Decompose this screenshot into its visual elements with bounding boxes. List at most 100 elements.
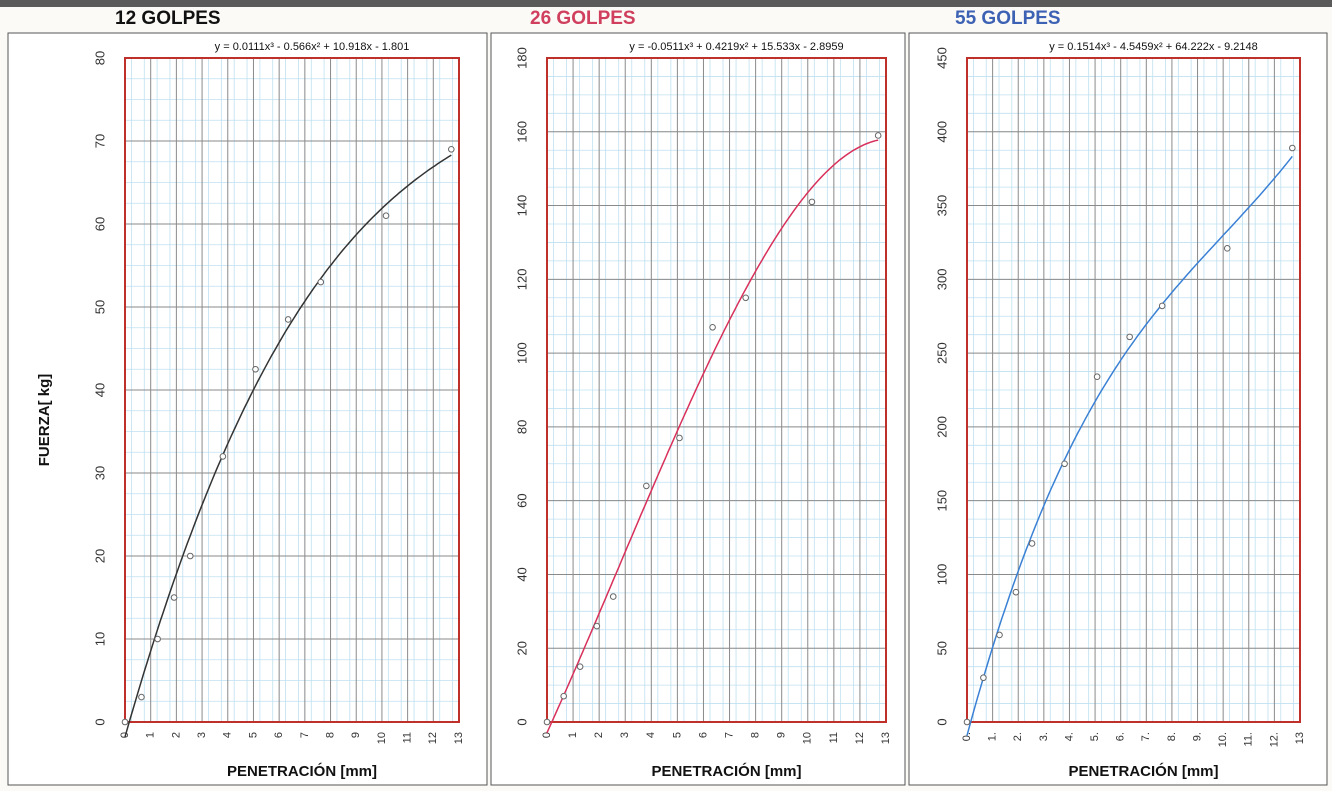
- panel: [909, 33, 1327, 785]
- data-point: [677, 435, 683, 441]
- page: 12 GOLPES0123456789101112130102030405060…: [0, 0, 1332, 791]
- y-tick-label: 40: [92, 383, 107, 397]
- x-tick-label: 11: [402, 732, 414, 743]
- data-point: [981, 675, 987, 681]
- data-point: [1094, 374, 1100, 380]
- y-axis-label: FUERZA[ kg]: [36, 374, 53, 467]
- x-tick-label: 8: [324, 732, 336, 738]
- x-tick-label: 12.: [1268, 732, 1280, 747]
- data-point: [997, 632, 1003, 638]
- data-point: [155, 636, 161, 642]
- data-point: [1062, 461, 1068, 467]
- data-point: [561, 693, 567, 699]
- x-tick-label: 13: [1294, 732, 1306, 744]
- trend-equation: y = 0.1514x³ - 4.5459x² + 64.222x - 9.21…: [1049, 41, 1258, 53]
- y-tick-label: 10: [92, 632, 107, 646]
- x-tick-label: 2: [170, 732, 182, 738]
- x-tick-label: 1: [567, 732, 579, 738]
- panel: [8, 33, 487, 785]
- x-tick-label: 9: [776, 732, 788, 738]
- data-point: [187, 553, 193, 559]
- y-tick-label: 20: [514, 641, 529, 655]
- y-tick-label: 40: [514, 567, 529, 581]
- y-tick-label: 0: [514, 718, 529, 725]
- y-tick-label: 30: [92, 466, 107, 480]
- x-tick-label: 6: [697, 732, 709, 738]
- x-tick-label: 9: [350, 732, 362, 738]
- y-tick-label: 200: [934, 416, 949, 438]
- data-point: [610, 594, 616, 600]
- y-tick-label: 50: [92, 300, 107, 314]
- data-point: [1127, 334, 1133, 340]
- x-tick-label: 7: [299, 732, 311, 738]
- y-tick-label: 160: [514, 121, 529, 143]
- x-tick-label: 7.: [1140, 732, 1152, 741]
- x-tick-label: 6.: [1115, 732, 1127, 741]
- data-point: [448, 147, 454, 153]
- x-tick-label: 2.: [1012, 732, 1024, 741]
- data-point: [577, 664, 583, 670]
- trend-equation: y = 0.0111x³ - 0.566x² + 10.918x - 1.801: [215, 41, 410, 53]
- x-tick-label: 8.: [1166, 732, 1178, 741]
- data-point: [1224, 246, 1230, 252]
- y-tick-label: 140: [514, 195, 529, 217]
- y-tick-label: 400: [934, 121, 949, 143]
- data-point: [710, 324, 716, 330]
- x-tick-label: 12: [854, 732, 866, 744]
- data-point: [285, 317, 291, 323]
- data-point: [171, 595, 177, 601]
- data-point: [122, 719, 128, 725]
- x-tick-label: 13: [880, 732, 892, 744]
- data-point: [644, 483, 650, 489]
- x-tick-label: 10.: [1217, 732, 1229, 747]
- x-tick-label: 4: [645, 732, 657, 738]
- data-point: [139, 694, 145, 700]
- data-point: [1159, 303, 1165, 309]
- x-tick-label: 0: [541, 732, 553, 738]
- data-point: [594, 623, 600, 629]
- y-tick-label: 60: [92, 217, 107, 231]
- x-axis-label: PENETRACIÓN [mm]: [227, 762, 377, 780]
- x-tick-label: 5.: [1089, 732, 1101, 741]
- chart-title: 12 GOLPES: [115, 8, 221, 29]
- x-tick-label: 8: [750, 732, 762, 738]
- x-tick-label: 3: [196, 732, 208, 738]
- data-point: [743, 295, 749, 301]
- x-tick-label: 11.: [1243, 732, 1255, 746]
- data-point: [964, 719, 970, 725]
- x-tick-label: 1.: [987, 732, 999, 741]
- y-tick-label: 0: [934, 718, 949, 725]
- x-tick-label: 12: [427, 732, 439, 744]
- y-tick-label: 80: [514, 420, 529, 434]
- x-axis-label: PENETRACIÓN [mm]: [1068, 762, 1218, 780]
- x-tick-label: 13: [453, 732, 465, 744]
- y-tick-label: 20: [92, 549, 107, 563]
- x-tick-label: 3.: [1038, 732, 1050, 741]
- x-tick-label: 4.: [1063, 732, 1075, 741]
- x-tick-label: 10: [376, 732, 388, 744]
- data-point: [253, 366, 259, 372]
- x-tick-label: 2: [593, 732, 605, 738]
- x-tick-label: 4: [222, 732, 234, 738]
- y-tick-label: 100: [514, 342, 529, 364]
- x-tick-label: 5: [247, 732, 259, 738]
- x-tick-label: 3: [619, 732, 631, 738]
- y-tick-label: 80: [92, 51, 107, 65]
- y-tick-label: 120: [514, 268, 529, 290]
- data-point: [220, 454, 226, 460]
- panel: [491, 33, 905, 785]
- y-tick-label: 450: [934, 47, 949, 69]
- data-point: [1029, 541, 1035, 547]
- y-tick-label: 300: [934, 268, 949, 290]
- y-tick-label: 250: [934, 342, 949, 364]
- chart-title: 55 GOLPES: [955, 8, 1061, 29]
- data-point: [1013, 589, 1019, 595]
- y-tick-label: 70: [92, 134, 107, 148]
- y-tick-label: 180: [514, 47, 529, 69]
- data-point: [875, 133, 881, 139]
- y-tick-label: 60: [514, 493, 529, 507]
- y-tick-label: 150: [934, 490, 949, 512]
- y-tick-label: 350: [934, 195, 949, 217]
- data-point: [1290, 145, 1296, 151]
- x-tick-label: 7: [723, 732, 735, 738]
